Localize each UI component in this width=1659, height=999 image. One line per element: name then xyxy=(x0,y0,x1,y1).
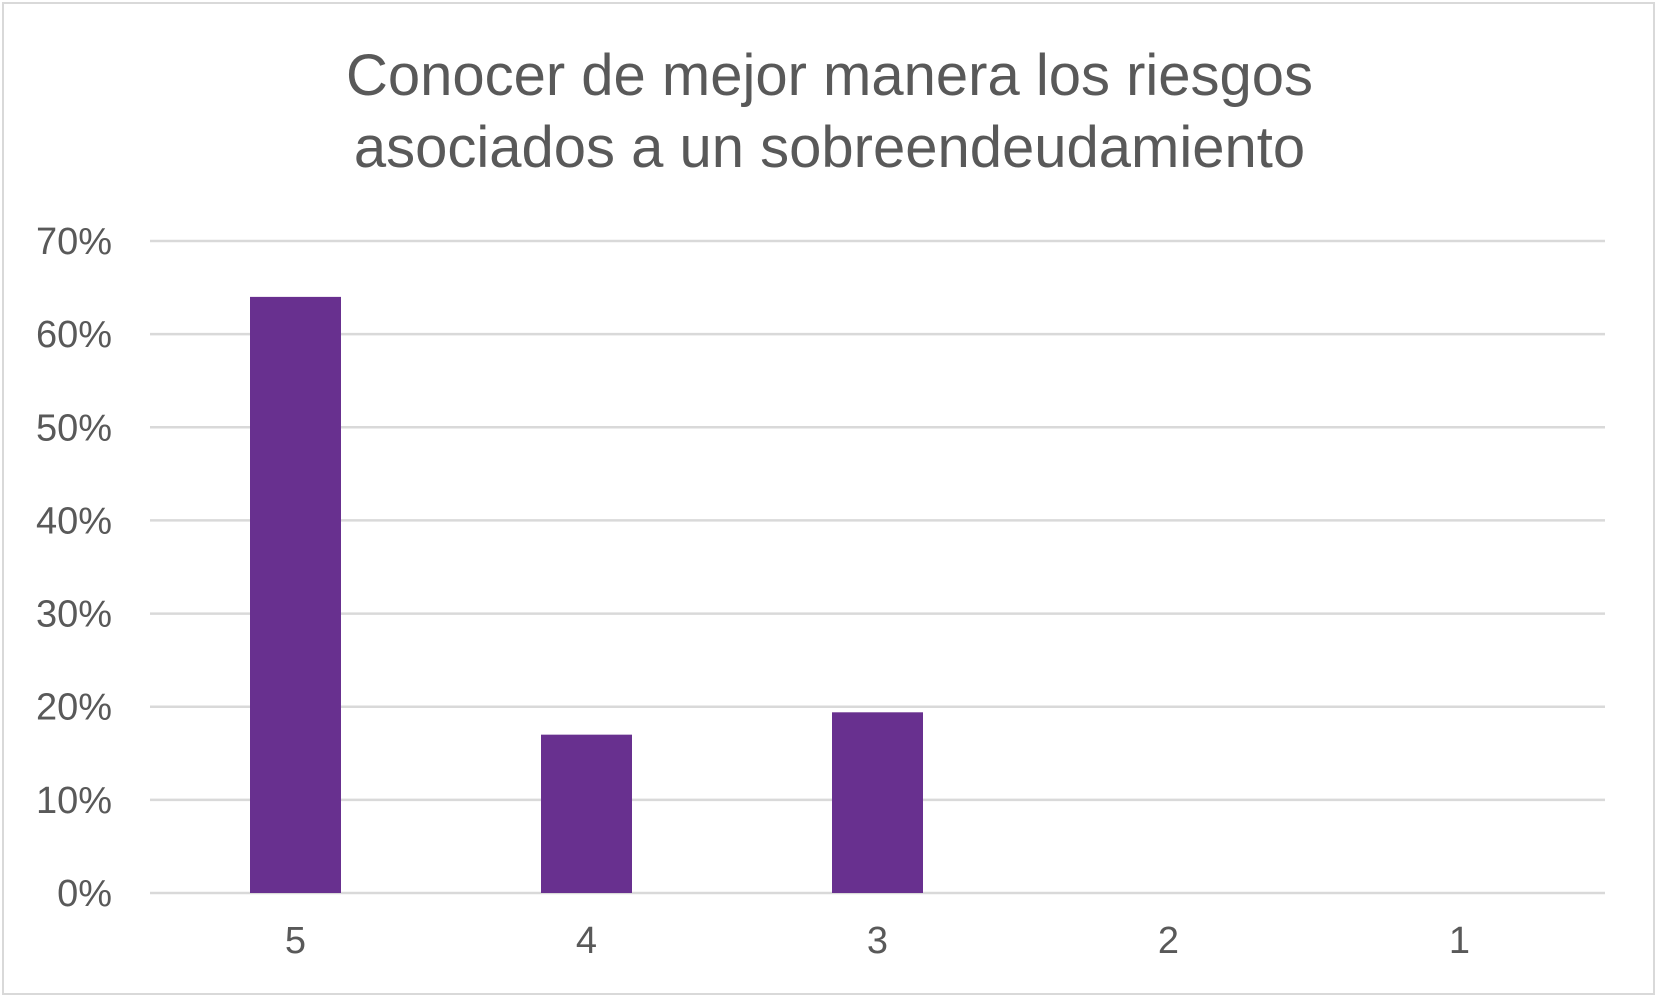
y-tick-label: 30% xyxy=(36,594,112,636)
bar xyxy=(250,296,341,893)
x-tick-label: 4 xyxy=(576,920,597,962)
bar xyxy=(832,712,923,893)
bars xyxy=(250,296,923,893)
y-tick-label: 40% xyxy=(36,500,112,542)
y-tick-label: 60% xyxy=(36,314,112,356)
x-axis-ticks: 5 4 3 2 1 xyxy=(285,920,1470,962)
bar xyxy=(541,734,632,893)
x-tick-label: 1 xyxy=(1449,920,1470,962)
y-tick-label: 10% xyxy=(36,780,112,822)
x-tick-label: 2 xyxy=(1158,920,1179,962)
chart-title: Conocer de mejor manera los riesgos asoc… xyxy=(0,40,1659,184)
y-tick-label: 20% xyxy=(36,687,112,729)
x-tick-label: 3 xyxy=(867,920,888,962)
gridlines xyxy=(150,239,1605,895)
chart-title-line-1: Conocer de mejor manera los riesgos xyxy=(345,43,1314,108)
y-tick-label: 70% xyxy=(36,221,112,263)
y-tick-label: 0% xyxy=(57,873,112,915)
x-tick-label: 5 xyxy=(285,920,306,962)
y-tick-label: 50% xyxy=(36,407,112,449)
y-axis-ticks: 0% 10% 20% 30% 40% 50% 60% 70% xyxy=(36,221,112,915)
chart-title-line-2: asociados a un sobreendeudamiento xyxy=(353,115,1306,180)
